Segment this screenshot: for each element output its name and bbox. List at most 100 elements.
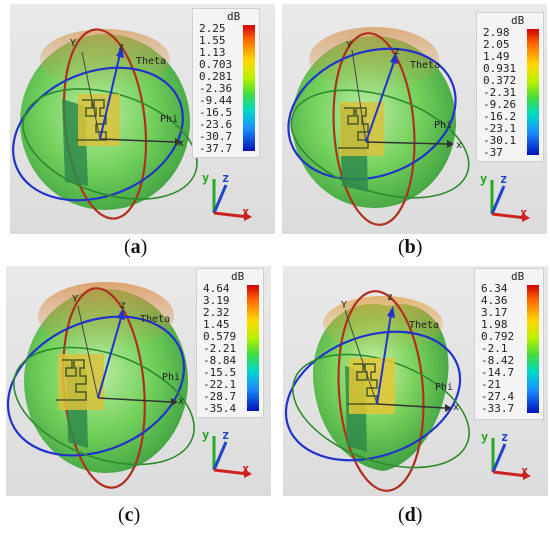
legend-tick: -2.1 xyxy=(481,342,508,355)
radiation-pattern-3d-a xyxy=(12,28,198,220)
theta-ring xyxy=(332,32,416,226)
legend-tick: 3.17 xyxy=(481,306,508,319)
phi-ring xyxy=(292,353,470,469)
blue-ring xyxy=(284,330,462,462)
caption-d: (d) xyxy=(398,504,423,526)
axis-z-arrow xyxy=(390,52,398,64)
legend-tick: -9.26 xyxy=(483,98,517,111)
triad-x-label: x xyxy=(242,205,250,219)
axis-z-line xyxy=(376,313,392,405)
legend-tick: -2.21 xyxy=(203,342,237,355)
radiation-pattern-panel-b: Y z Theta Phi x dB 2.98 2.05 1.49 0.931 … xyxy=(282,4,547,234)
legend-tick: -2.36 xyxy=(199,82,233,95)
coordinate-triad: y z x xyxy=(478,170,533,225)
legend-tick: -33.7 xyxy=(481,402,515,415)
z-axis-label: z xyxy=(120,300,127,311)
legend-tick: -35.4 xyxy=(203,402,237,415)
blue-ring xyxy=(287,47,457,181)
color-bar xyxy=(243,25,255,151)
axis-x-arrow xyxy=(445,404,452,412)
color-scale-legend: dB 2.98 2.05 1.49 0.931 0.372 -2.31 -9.2… xyxy=(476,12,544,162)
legend-tick: 1.98 xyxy=(481,318,508,331)
color-bar xyxy=(527,29,539,155)
legend-tick: -30.7 xyxy=(199,130,233,143)
legend-unit: dB xyxy=(231,270,245,283)
legend-tick: -9.44 xyxy=(199,94,233,107)
legend-tick: 4.36 xyxy=(481,294,508,307)
blue-ring xyxy=(6,315,186,457)
x-axis-label: x xyxy=(178,396,185,407)
legend-tick: -30.1 xyxy=(483,134,517,147)
legend-tick: -16.2 xyxy=(483,110,517,123)
axis-x-arrow xyxy=(447,140,454,148)
fractal-slot xyxy=(76,99,107,141)
z-axis-label: z xyxy=(118,42,125,53)
legend-tick: 0.281 xyxy=(199,70,233,83)
legend-tick: 2.98 xyxy=(483,26,510,39)
legend-unit: dB xyxy=(227,10,241,23)
theta-label: Theta xyxy=(409,320,440,331)
sphere-top-cap xyxy=(38,282,174,350)
antenna-patch xyxy=(78,94,120,146)
antenna-patch xyxy=(349,358,395,414)
z-axis-label: z xyxy=(394,46,401,57)
triad-z-label: z xyxy=(501,430,509,444)
x-axis-label: x xyxy=(453,402,460,413)
legend-tick: -14.7 xyxy=(481,366,515,379)
theta-ring xyxy=(337,290,425,492)
radiation-pattern-3d-d xyxy=(284,290,470,492)
caption-a: (a) xyxy=(124,236,148,258)
color-scale-legend: dB 6.34 4.36 3.17 1.98 0.792 -2.1 -8.42 … xyxy=(474,268,544,420)
theta-label: Theta xyxy=(410,60,441,71)
legend-tick: 1.45 xyxy=(203,318,230,331)
axis-z-line xyxy=(365,61,395,143)
coordinate-triad: y z x xyxy=(479,428,534,483)
legend-tick: -23.6 xyxy=(199,118,233,131)
phi-ring xyxy=(13,346,195,466)
triad-y-label: y xyxy=(202,428,210,442)
legend-unit: dB xyxy=(511,14,525,27)
axis-z-arrow xyxy=(387,306,395,318)
theta-label: Theta xyxy=(140,314,171,325)
color-bar xyxy=(247,285,259,411)
axis-y-line xyxy=(77,305,99,399)
phi-label: Phi xyxy=(435,382,454,393)
axis-x-line xyxy=(99,138,176,143)
phi-label: Phi xyxy=(434,120,453,131)
caption-c: (c) xyxy=(118,504,141,526)
legend-tick: -22.1 xyxy=(203,378,237,391)
antenna-patch xyxy=(58,354,104,410)
coordinate-triad: y z x xyxy=(200,426,255,481)
phi-ring xyxy=(22,88,198,200)
blue-ring xyxy=(12,66,184,202)
caption-b: (b) xyxy=(398,236,423,258)
triad-y-label: y xyxy=(202,171,210,185)
axis-x-line xyxy=(365,141,448,145)
triad-z-label: z xyxy=(222,171,230,185)
radiation-pattern-panel-a: Y z Theta Phi x dB 2.25 1.55 1.13 0.703 … xyxy=(10,4,275,234)
legend-tick: -37 xyxy=(483,146,503,159)
legend-tick: -2.31 xyxy=(483,86,517,99)
legend-tick: 1.49 xyxy=(483,50,510,63)
axis-y-line xyxy=(344,309,378,405)
legend-tick: 4.64 xyxy=(203,282,230,295)
y-axis-label: Y xyxy=(341,300,348,311)
color-scale-legend: dB 2.25 1.55 1.13 0.703 0.281 -2.36 -9.4… xyxy=(192,8,260,158)
axis-x-arrow xyxy=(171,398,178,406)
triad-y-label: y xyxy=(481,430,489,444)
triad-z-label: z xyxy=(222,428,230,442)
legend-tick: 0.792 xyxy=(481,330,515,343)
triad-z-label: z xyxy=(500,172,508,186)
radiation-pattern-3d-c xyxy=(6,282,195,489)
phi-label: Phi xyxy=(162,372,181,383)
x-axis-label: x xyxy=(178,138,185,149)
legend-tick: 0.579 xyxy=(203,330,237,343)
legend-tick: 2.25 xyxy=(199,22,226,35)
legend-tick: -28.7 xyxy=(203,390,237,403)
legend-tick: 3.19 xyxy=(203,294,230,307)
legend-tick: 0.372 xyxy=(483,74,517,87)
y-axis-label: Y xyxy=(346,40,353,51)
legend-tick: 6.34 xyxy=(481,282,508,295)
fractal-slot xyxy=(338,107,369,149)
fractal-slot xyxy=(56,359,87,401)
